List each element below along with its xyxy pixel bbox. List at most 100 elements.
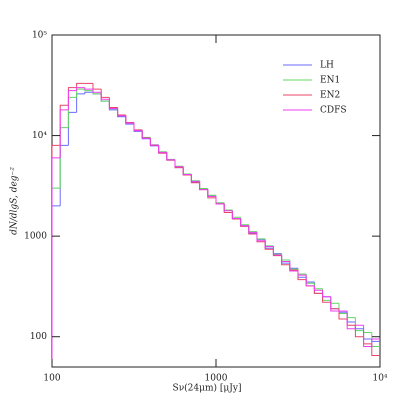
histogram-step — [76, 87, 85, 91]
histogram-step — [305, 277, 315, 283]
y-tick-label: 100 — [30, 332, 47, 342]
histogram-step — [297, 271, 307, 276]
histogram-step — [297, 269, 307, 275]
legend-label: EN2 — [320, 91, 340, 101]
histogram-step — [141, 129, 151, 139]
histogram-step — [313, 282, 323, 294]
histogram-step — [264, 240, 274, 247]
histogram-step — [125, 115, 134, 124]
histogram-step — [363, 330, 372, 334]
histogram-step — [52, 157, 61, 367]
histogram-step — [133, 122, 143, 131]
y-tick-label: 1000 — [24, 232, 47, 242]
histogram-step — [158, 144, 167, 153]
histogram-step — [305, 279, 315, 287]
histogram-step — [215, 196, 225, 205]
histogram-step — [149, 137, 159, 146]
histogram-step — [125, 115, 134, 123]
histogram-step — [59, 127, 69, 189]
histogram-step — [313, 283, 323, 290]
histogram-step — [182, 166, 192, 175]
histogram-step — [223, 203, 233, 212]
histogram-step — [149, 138, 159, 146]
histogram-step — [363, 328, 372, 340]
legend-label: EN1 — [320, 76, 340, 86]
histogram-step — [76, 93, 85, 113]
histogram-step — [256, 232, 266, 242]
y-axis-label: dN/dlgS, deg⁻² — [10, 167, 20, 235]
histogram-step — [199, 180, 208, 189]
histogram-step — [371, 332, 380, 347]
histogram-step — [363, 325, 372, 347]
y-tick-label: 10⁴ — [32, 131, 47, 141]
histogram-step — [84, 89, 93, 92]
histogram-step — [289, 263, 298, 269]
histogram-step — [100, 89, 110, 98]
histogram-step — [240, 217, 249, 226]
histogram-step — [84, 87, 93, 90]
histogram-step — [322, 290, 331, 298]
histogram-step — [174, 159, 184, 167]
histogram-step — [363, 336, 372, 345]
legend-label: CDFS — [320, 106, 347, 116]
histogram-step — [141, 130, 151, 139]
histogram-step — [264, 238, 274, 247]
histogram-step — [125, 115, 134, 124]
histogram-step — [281, 254, 290, 261]
histogram-step — [256, 231, 266, 240]
histogram-step — [223, 203, 233, 211]
histogram-step — [231, 209, 241, 218]
histogram-step — [76, 88, 85, 98]
histogram-step — [182, 166, 192, 176]
histogram-step — [182, 167, 192, 176]
histogram-step — [248, 224, 257, 233]
histogram-step — [199, 182, 208, 190]
histogram-step — [289, 261, 298, 272]
histogram-step — [52, 144, 61, 367]
histogram-step — [313, 285, 323, 294]
histogram-step — [305, 275, 315, 287]
histogram-step — [67, 90, 77, 110]
histogram-step — [248, 225, 257, 233]
plot-area — [52, 82, 380, 367]
histogram-step — [346, 313, 356, 319]
histogram-step — [52, 187, 61, 367]
histogram-step — [199, 181, 208, 191]
histogram-step — [215, 195, 225, 204]
histogram-step — [67, 111, 77, 146]
histogram-step — [231, 210, 241, 219]
histogram-step — [240, 218, 249, 226]
x-tick-label: 100 — [43, 374, 60, 384]
histogram-step — [322, 293, 331, 303]
histogram-step — [240, 218, 249, 227]
histogram-step — [272, 248, 282, 255]
histogram-step — [330, 296, 339, 310]
y-tick-label: 10⁵ — [32, 31, 47, 41]
histogram-step — [52, 205, 61, 367]
histogram-step — [100, 92, 110, 100]
histogram-step — [330, 300, 339, 304]
x-tick-label: 10⁴ — [372, 374, 387, 384]
x-axis-label: Sν(24μm) [μJy] — [173, 383, 242, 394]
histogram-step — [59, 104, 69, 146]
histogram-step — [92, 89, 102, 93]
histogram-step — [108, 97, 118, 109]
histogram-step — [59, 144, 69, 206]
histogram-step — [133, 122, 143, 131]
legend-label: LH — [320, 61, 334, 71]
x-tick-label: 1000 — [205, 374, 228, 384]
histogram-step — [76, 82, 85, 88]
histogram-step — [297, 268, 307, 278]
histogram-step — [190, 173, 200, 182]
histogram-step — [174, 159, 184, 168]
histogram-step — [166, 152, 175, 161]
histogram-step — [322, 293, 331, 298]
histogram-step — [166, 151, 175, 160]
histogram-step — [207, 189, 216, 197]
histogram-step — [371, 343, 380, 357]
histogram-step — [223, 202, 233, 211]
histogram-step — [322, 288, 331, 301]
histogram-step — [84, 91, 93, 94]
histogram-step — [338, 308, 348, 313]
